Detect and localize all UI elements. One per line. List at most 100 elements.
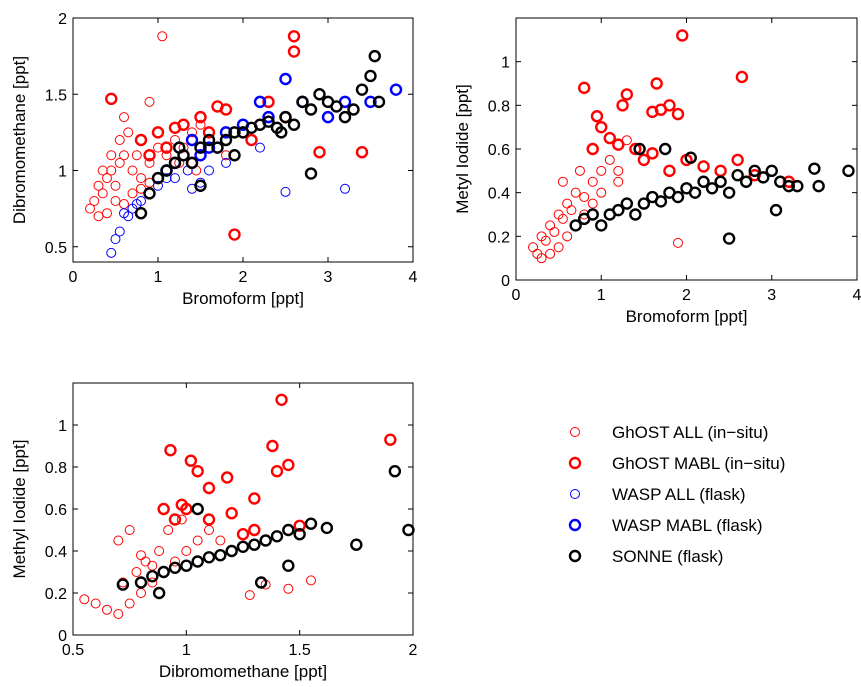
data-point-ghost-all bbox=[181, 546, 192, 556]
data-point-ghost-all bbox=[124, 525, 135, 535]
data-point-wasp-mabl bbox=[253, 95, 267, 109]
data-point-ghost-all bbox=[114, 135, 125, 145]
y-tick-label: 0.4 bbox=[45, 544, 67, 561]
data-point-ghost-mabl bbox=[266, 439, 279, 453]
data-point-ghost-all bbox=[89, 196, 100, 206]
data-point-ghost-all bbox=[566, 205, 577, 216]
data-point-wasp-mabl bbox=[219, 126, 233, 139]
data-point-wasp-mabl bbox=[389, 83, 403, 96]
data-point-ghost-mabl bbox=[590, 110, 604, 123]
x-tick-label: 2 bbox=[239, 269, 248, 286]
y-tick-label: 0.2 bbox=[45, 586, 67, 603]
data-point-ghost-all bbox=[90, 598, 101, 609]
data-point-ghost-all bbox=[557, 213, 568, 224]
data-point-ghost-mabl bbox=[650, 77, 663, 90]
data-point-sonne bbox=[637, 197, 651, 210]
data-point-sonne bbox=[629, 208, 642, 221]
data-point-ghost-all bbox=[587, 176, 598, 187]
data-point-ghost-all bbox=[110, 196, 121, 206]
x-tick-label: 2 bbox=[409, 642, 418, 659]
data-point-sonne bbox=[259, 534, 272, 547]
data-point-ghost-mabl bbox=[164, 444, 177, 457]
data-point-ghost-all bbox=[85, 203, 95, 214]
data-point-ghost-mabl bbox=[629, 142, 642, 156]
legend-marker-ghost-mabl bbox=[568, 456, 582, 470]
data-point-sonne bbox=[214, 549, 227, 562]
data-point-ghost-all bbox=[131, 567, 142, 577]
data-point-wasp-mabl bbox=[194, 149, 207, 162]
data-point-sonne bbox=[279, 110, 292, 124]
data-point-sonne bbox=[202, 133, 216, 147]
y-axis-label: Metyl Iodide [ppt] bbox=[453, 84, 472, 213]
data-point-ghost-mabl bbox=[236, 528, 250, 541]
data-point-ghost-mabl bbox=[168, 513, 182, 526]
data-point-ghost-all bbox=[157, 31, 168, 42]
data-point-ghost-all bbox=[596, 165, 607, 176]
data-point-ghost-mabl bbox=[586, 142, 599, 156]
data-point-sonne bbox=[168, 156, 182, 170]
legend-label: WASP ALL (flask) bbox=[612, 485, 746, 504]
x-tick-label: 1 bbox=[597, 287, 606, 304]
x-tick-label: 0 bbox=[512, 287, 521, 304]
data-point-sonne bbox=[654, 195, 668, 208]
data-point-sonne bbox=[595, 219, 608, 232]
data-point-ghost-mabl bbox=[663, 164, 676, 178]
data-point-ghost-mabl bbox=[735, 70, 749, 84]
x-tick-label: 1.5 bbox=[289, 642, 311, 659]
data-point-ghost-mabl bbox=[225, 507, 238, 520]
data-point-sonne bbox=[350, 538, 363, 551]
data-point-ghost-all bbox=[562, 231, 573, 242]
data-point-ghost-mabl bbox=[275, 393, 288, 406]
data-point-sonne bbox=[219, 133, 233, 147]
data-point-wasp-all bbox=[153, 180, 163, 191]
data-point-sonne bbox=[757, 171, 770, 184]
data-point-sonne bbox=[211, 141, 224, 154]
data-point-ghost-all bbox=[161, 150, 172, 161]
data-point-sonne bbox=[236, 540, 250, 553]
legend-label: GhOST ALL (in−situ) bbox=[612, 423, 768, 442]
data-point-sonne bbox=[658, 142, 672, 156]
legend-label: SONNE (flask) bbox=[612, 547, 723, 566]
data-point-wasp-all bbox=[114, 226, 125, 237]
data-point-sonne bbox=[287, 118, 301, 131]
data-point-ghost-all bbox=[123, 127, 134, 138]
data-point-sonne bbox=[586, 208, 599, 221]
data-point-wasp-mabl bbox=[185, 133, 199, 147]
data-point-ghost-all bbox=[613, 165, 624, 176]
data-point-ghost-all bbox=[187, 127, 197, 138]
data-point-ghost-all bbox=[147, 577, 158, 588]
data-point-ghost-mabl bbox=[293, 519, 306, 532]
data-point-sonne bbox=[194, 141, 207, 154]
data-point-ghost-all bbox=[102, 173, 112, 184]
data-point-ghost-mabl bbox=[313, 145, 326, 159]
data-point-ghost-mabl bbox=[177, 118, 190, 131]
data-point-ghost-mabl bbox=[105, 92, 118, 106]
data-point-ghost-mabl bbox=[191, 465, 204, 478]
data-point-ghost-all bbox=[154, 546, 165, 556]
x-tick-label: 3 bbox=[767, 287, 776, 304]
data-point-ghost-all bbox=[106, 150, 117, 161]
y-tick-label: 0.4 bbox=[488, 186, 510, 203]
data-point-sonne bbox=[364, 69, 377, 83]
data-point-wasp-all bbox=[340, 183, 350, 194]
data-point-sonne bbox=[191, 502, 204, 516]
data-point-wasp-all bbox=[280, 186, 291, 197]
y-tick-label: 1.5 bbox=[45, 87, 67, 104]
data-point-wasp-mabl bbox=[364, 95, 377, 109]
data-point-ghost-all bbox=[596, 187, 607, 198]
data-point-ghost-mabl bbox=[384, 433, 397, 446]
x-tick-label: 4 bbox=[853, 287, 861, 304]
data-point-sonne bbox=[225, 544, 238, 558]
data-point-sonne bbox=[769, 203, 783, 217]
data-point-sonne bbox=[714, 175, 727, 188]
data-point-sonne bbox=[296, 95, 309, 109]
data-point-ghost-mabl bbox=[603, 131, 616, 145]
x-tick-label: 1 bbox=[182, 642, 191, 659]
x-axis-label: Dibromomethane [ppt] bbox=[159, 662, 327, 681]
data-point-sonne bbox=[304, 517, 318, 530]
data-point-sonne bbox=[347, 103, 360, 116]
y-tick-label: 0.2 bbox=[488, 229, 510, 246]
data-point-sonne bbox=[722, 186, 736, 199]
plot-area bbox=[72, 382, 414, 636]
data-point-sonne bbox=[697, 175, 710, 188]
